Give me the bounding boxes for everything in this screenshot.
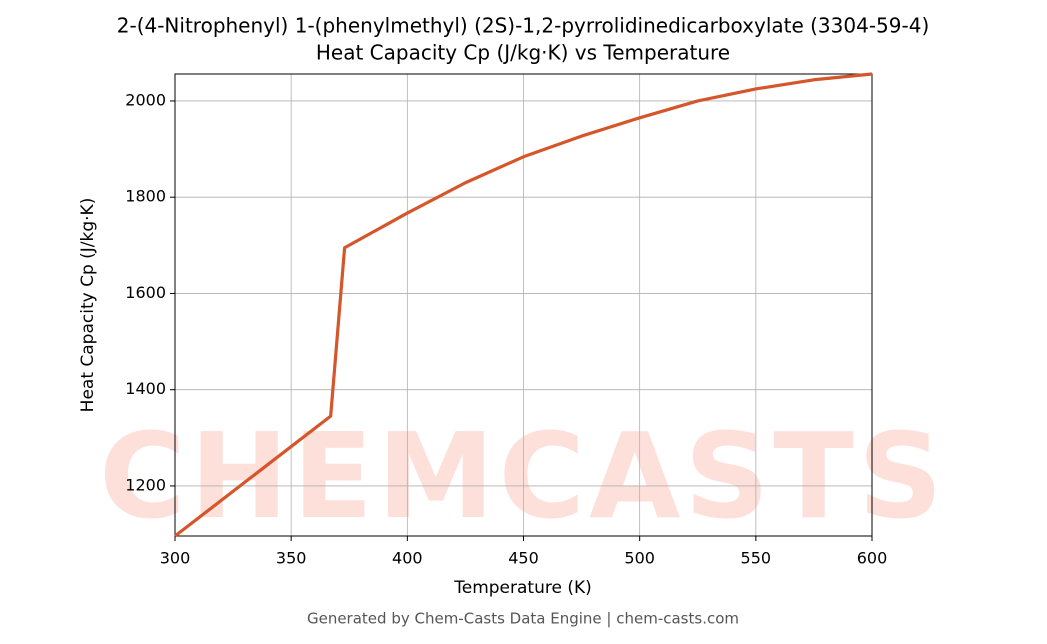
x-tick-label: 400 bbox=[392, 549, 423, 568]
x-tick-label: 300 bbox=[160, 549, 191, 568]
x-tick-label: 450 bbox=[508, 549, 539, 568]
x-tick-label: 350 bbox=[276, 549, 307, 568]
y-tick-label: 1800 bbox=[125, 187, 166, 206]
x-tick-label: 500 bbox=[624, 549, 655, 568]
chart-subtitle: Heat Capacity Cp (J/kg·K) vs Temperature bbox=[316, 41, 730, 65]
footer: Generated by Chem-Casts Data Engine | ch… bbox=[307, 610, 739, 628]
x-axis-label: Temperature (K) bbox=[453, 578, 592, 598]
y-tick-label: 1200 bbox=[125, 475, 166, 494]
y-tick-label: 2000 bbox=[125, 90, 166, 109]
y-tick-label: 1400 bbox=[125, 379, 166, 398]
data-line bbox=[174, 72, 873, 538]
x-tick-label: 600 bbox=[857, 549, 888, 568]
y-axis-label: Heat Capacity Cp (J/kg·K) bbox=[78, 198, 98, 413]
y-tick-label: 1600 bbox=[125, 283, 166, 302]
watermark: CHEMCASTS bbox=[99, 407, 947, 545]
plot-frame bbox=[174, 73, 873, 537]
x-tick-label: 550 bbox=[741, 549, 772, 568]
chart-title: 2-(4-Nitrophenyl) 1-(phenylmethyl) (2S)-… bbox=[117, 14, 930, 38]
